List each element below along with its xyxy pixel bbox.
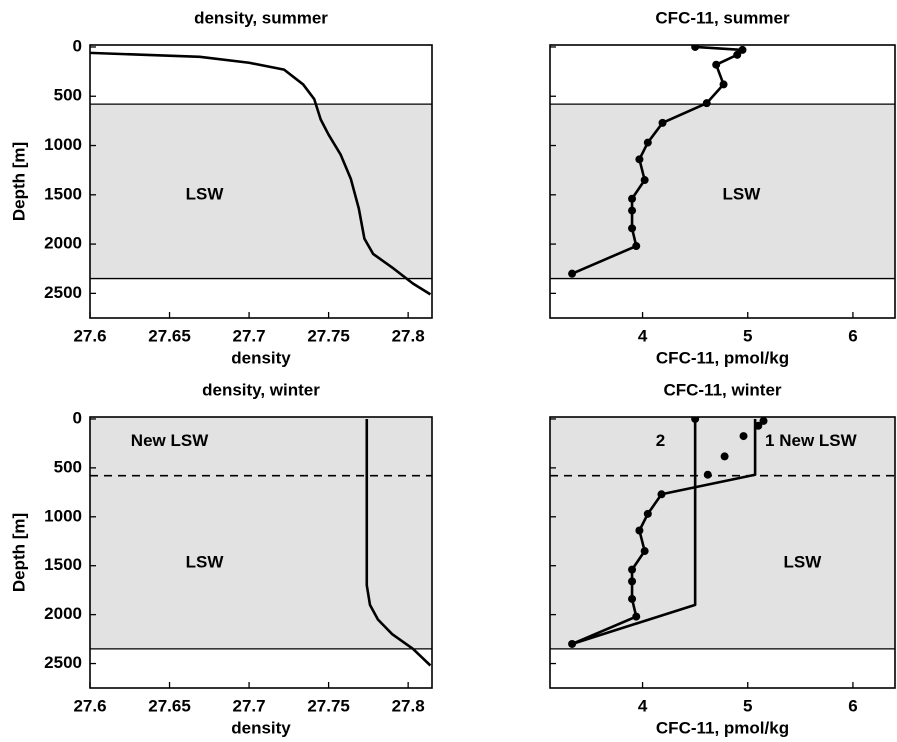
x-tick-label: 27.75 bbox=[307, 696, 350, 715]
x-tick-label: 4 bbox=[638, 326, 648, 345]
y-tick-label: 1500 bbox=[44, 184, 82, 203]
data-point bbox=[719, 80, 728, 89]
y-tick-label: 1000 bbox=[44, 135, 82, 154]
y-tick-label: 2500 bbox=[44, 653, 82, 672]
data-point bbox=[703, 470, 712, 479]
data-point bbox=[640, 547, 649, 556]
shaded-band bbox=[90, 417, 432, 649]
x-axis-label: density bbox=[231, 348, 291, 367]
plot-area bbox=[90, 417, 432, 667]
x-tick-label: 6 bbox=[848, 696, 857, 715]
data-point bbox=[738, 45, 747, 54]
annotation: LSW bbox=[186, 552, 225, 571]
data-point bbox=[658, 118, 667, 127]
profile-line bbox=[90, 51, 432, 296]
annotation: LSW bbox=[784, 552, 823, 571]
x-axis-label: density bbox=[231, 718, 291, 737]
chart-title: CFC-11, winter bbox=[663, 380, 781, 399]
data-point bbox=[720, 452, 729, 461]
chart-title: CFC-11, summer bbox=[655, 8, 790, 27]
data-point bbox=[759, 417, 768, 425]
data-point bbox=[635, 155, 644, 164]
data-point bbox=[628, 594, 637, 603]
y-tick-label: 2500 bbox=[44, 283, 82, 302]
x-tick-label: 27.6 bbox=[73, 696, 106, 715]
annotation: LSW bbox=[723, 184, 762, 203]
data-point bbox=[628, 194, 637, 203]
plot-area bbox=[550, 45, 895, 280]
x-tick-label: 27.7 bbox=[233, 326, 266, 345]
annotation: 2 bbox=[656, 431, 665, 450]
plot-area bbox=[90, 51, 432, 296]
y-tick-label: 2000 bbox=[44, 604, 82, 623]
y-tick-label: 0 bbox=[73, 408, 82, 427]
chart-title: density, summer bbox=[194, 8, 328, 27]
data-point bbox=[568, 639, 577, 648]
data-point bbox=[657, 490, 666, 499]
data-point bbox=[640, 176, 649, 185]
annotation: New LSW bbox=[131, 431, 209, 450]
axes-frame bbox=[89, 416, 433, 689]
y-tick-label: 2000 bbox=[44, 234, 82, 253]
data-point bbox=[733, 50, 742, 59]
data-point bbox=[702, 99, 711, 108]
x-tick-label: 27.8 bbox=[392, 696, 425, 715]
x-tick-label: 5 bbox=[743, 696, 752, 715]
subplot: LSW 27.6 27.65 27.7 27.75 27.8 0 500 1000 1500 200… bbox=[9, 8, 433, 367]
data-point bbox=[739, 432, 748, 441]
shaded-band bbox=[550, 104, 895, 279]
data-point bbox=[635, 526, 644, 535]
data-point bbox=[628, 206, 637, 215]
y-tick-label: 500 bbox=[54, 86, 82, 105]
y-tick-label: 500 bbox=[54, 457, 82, 476]
profile-line bbox=[365, 418, 432, 667]
annotation: 1 New LSW bbox=[765, 431, 858, 450]
subplot: New LSW LSW 27.6 27.65 27.7 27.75 27.8 0 500 1000… bbox=[9, 380, 433, 737]
y-tick-label: 0 bbox=[73, 36, 82, 55]
annotation: LSW bbox=[186, 184, 225, 203]
shaded-band bbox=[550, 417, 895, 649]
y-tick-label: 1000 bbox=[44, 506, 82, 525]
plot-area bbox=[550, 417, 895, 650]
subplot: 2 1 New LSW LSW 4 5 6 CFC-11, winter CFC-11, pm… bbox=[549, 380, 896, 737]
subplot: LSW 4 5 6 CFC-11, summer CFC-11, pmol/kg bbox=[549, 8, 896, 367]
data-point bbox=[628, 224, 637, 233]
data-point bbox=[632, 242, 641, 251]
data-point bbox=[712, 60, 721, 69]
data-point bbox=[691, 45, 700, 51]
x-axis-label: CFC-11, pmol/kg bbox=[656, 348, 789, 367]
data-point bbox=[754, 421, 763, 430]
x-tick-label: 27.65 bbox=[148, 326, 191, 345]
x-axis-label: CFC-11, pmol/kg bbox=[656, 718, 789, 737]
data-point bbox=[568, 269, 577, 278]
data-point bbox=[632, 612, 641, 621]
x-tick-label: 27.65 bbox=[148, 696, 191, 715]
x-tick-label: 27.75 bbox=[307, 326, 350, 345]
x-tick-label: 5 bbox=[743, 326, 752, 345]
y-tick-label: 1500 bbox=[44, 555, 82, 574]
y-axis-label: Depth [m] bbox=[9, 513, 28, 592]
x-tick-label: 6 bbox=[848, 326, 857, 345]
data-point bbox=[628, 565, 637, 574]
x-tick-label: 27.8 bbox=[392, 326, 425, 345]
x-tick-label: 27.6 bbox=[73, 326, 106, 345]
y-axis-label: Depth [m] bbox=[9, 142, 28, 221]
data-point bbox=[643, 509, 652, 518]
data-point bbox=[691, 417, 700, 423]
axes-frame bbox=[89, 44, 433, 319]
data-point bbox=[643, 138, 652, 147]
x-tick-label: 27.7 bbox=[233, 696, 266, 715]
x-tick-label: 4 bbox=[638, 696, 648, 715]
axes-frame bbox=[549, 44, 896, 319]
shaded-band bbox=[90, 104, 432, 279]
axes-frame bbox=[549, 416, 896, 689]
data-point bbox=[628, 577, 637, 586]
chart-title: density, winter bbox=[202, 380, 320, 399]
profile-line bbox=[571, 418, 697, 646]
